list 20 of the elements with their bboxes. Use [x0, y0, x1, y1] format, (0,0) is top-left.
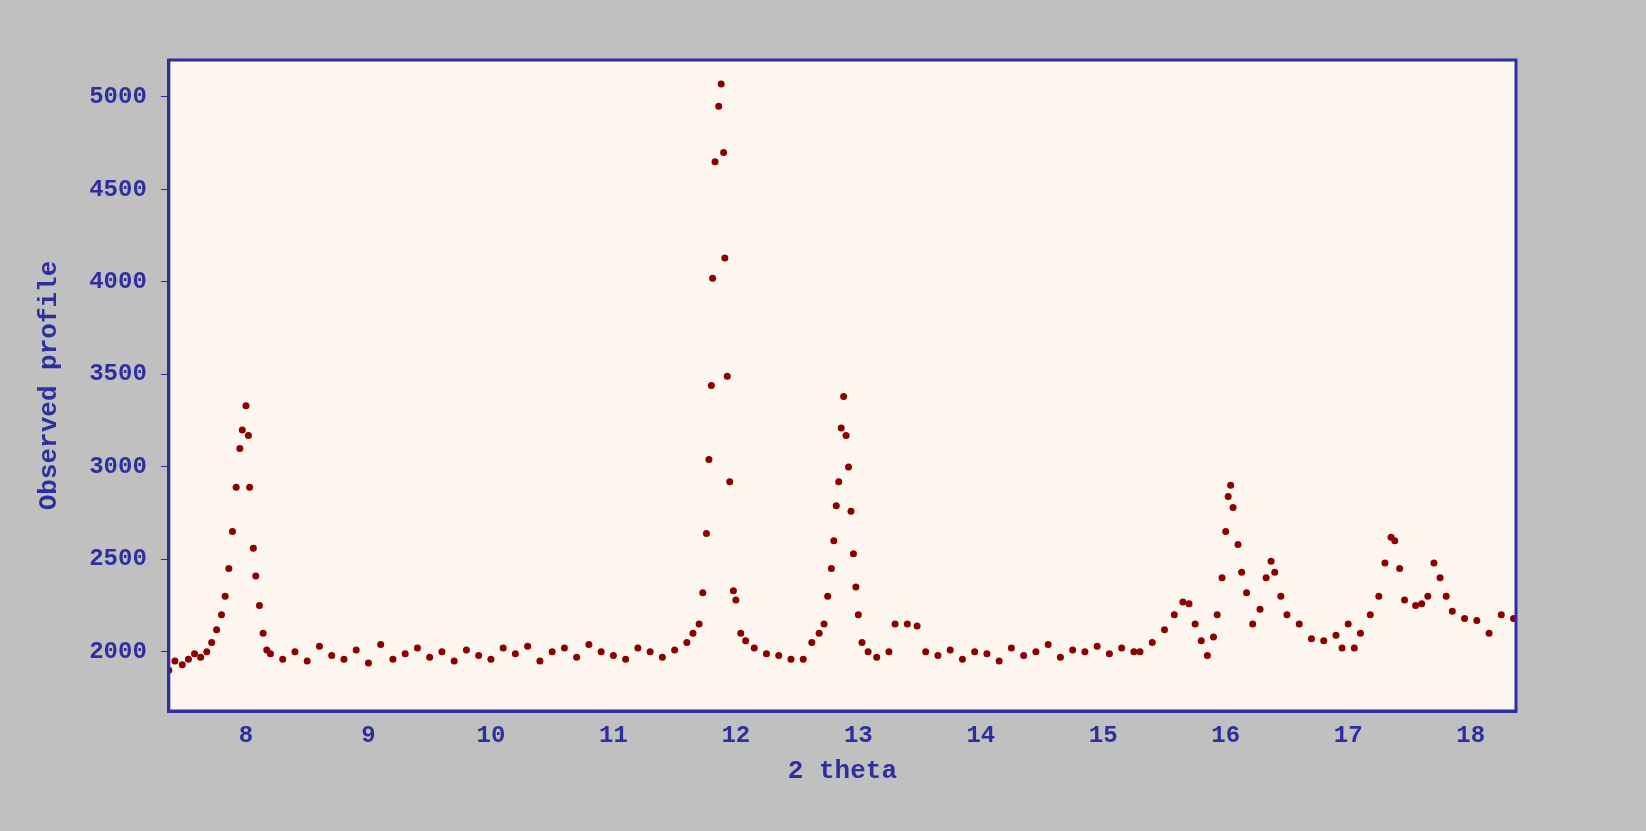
x-tick-label: 16 [1211, 722, 1241, 750]
x-tick-label: 12 [721, 722, 751, 750]
x-tick-label: 15 [1088, 722, 1118, 750]
y-tick-label: 3000 [89, 452, 147, 480]
x-tick-label: 9 [361, 722, 376, 750]
y-tick-label: 3500 [89, 360, 147, 388]
y-axis-title: Observed profile [34, 260, 65, 511]
y-tick-label: 4000 [89, 267, 147, 295]
x-tick-label: 18 [1456, 722, 1486, 750]
x-tick-label: 13 [843, 722, 873, 750]
y-tick-label: 2000 [89, 637, 147, 665]
x-tick-label: 8 [238, 722, 254, 750]
x-axis-title: 2 theta [787, 755, 898, 786]
x-tick-label: 17 [1333, 722, 1363, 750]
y-tick-label: 5000 [89, 83, 147, 111]
x-tick-label: 14 [966, 722, 996, 750]
y-tick-label: 4500 [89, 175, 147, 203]
x-tick-label: 10 [476, 722, 506, 750]
x-tick-label: 11 [598, 722, 628, 750]
y-tick-label: 2500 [89, 545, 147, 573]
